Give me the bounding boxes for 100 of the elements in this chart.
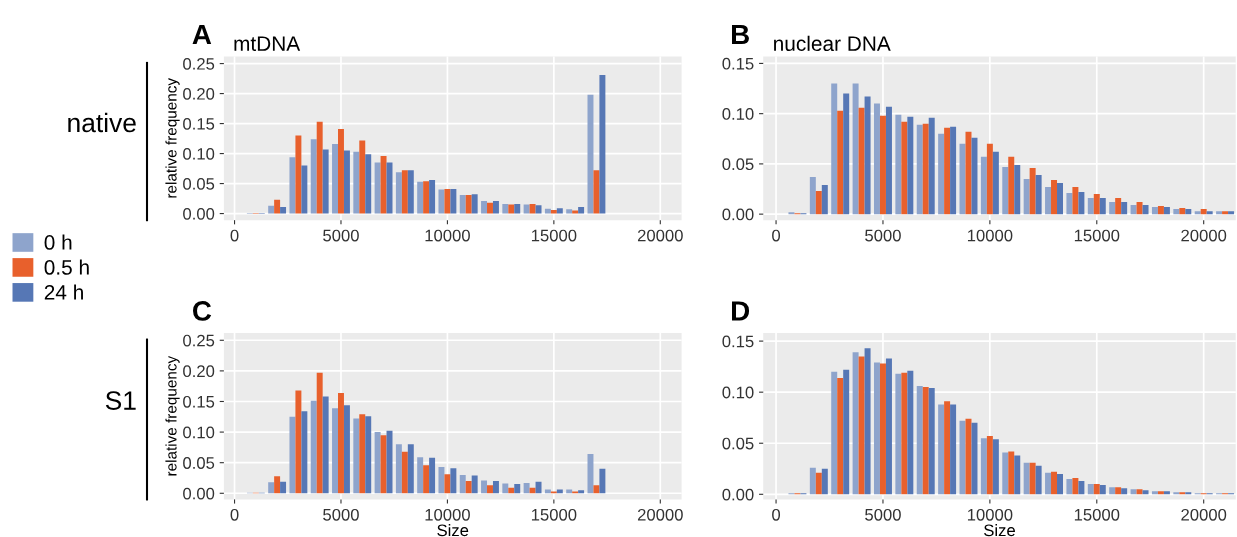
bar <box>1173 209 1180 215</box>
x-tick-label: 5000 <box>865 508 901 521</box>
bar <box>1130 205 1137 215</box>
bar <box>295 390 302 494</box>
bar <box>365 154 372 214</box>
bar <box>950 404 957 495</box>
bar <box>1200 209 1207 215</box>
bar <box>1115 487 1122 495</box>
bar <box>885 106 892 215</box>
bar <box>280 481 287 494</box>
bar <box>529 487 536 494</box>
x-tick-label: 15000 <box>1074 508 1120 521</box>
bar <box>1057 182 1063 215</box>
text: B <box>732 24 749 45</box>
bar <box>502 483 509 494</box>
bar <box>879 115 886 215</box>
bar <box>1035 465 1042 495</box>
bar <box>907 116 914 215</box>
bar <box>1151 491 1158 495</box>
bar <box>578 206 585 214</box>
bar <box>514 203 521 214</box>
bar <box>809 176 816 215</box>
bar <box>916 124 923 215</box>
y-tick-label: 0.05 <box>722 158 754 171</box>
bar <box>1222 211 1229 215</box>
bar <box>572 210 579 214</box>
bar <box>1179 492 1186 495</box>
bar <box>316 121 323 214</box>
bar <box>322 396 329 494</box>
bar <box>1099 198 1106 215</box>
bar <box>407 170 414 214</box>
bar <box>858 107 865 215</box>
bar <box>523 482 530 494</box>
bar <box>1008 156 1015 215</box>
bar <box>837 377 844 495</box>
x-tick-label: 0 <box>772 229 781 242</box>
bar <box>1206 211 1213 215</box>
bar <box>1121 488 1128 495</box>
bar <box>1173 492 1180 495</box>
bar <box>1002 452 1009 495</box>
x-tick-label: 5000 <box>323 229 359 242</box>
bar <box>459 474 466 494</box>
y-axis-title: relative frequency <box>165 78 180 198</box>
bar <box>895 373 902 495</box>
bar <box>1093 484 1100 495</box>
x-axis-title: Size <box>437 523 469 537</box>
bar <box>523 204 530 214</box>
bar <box>928 117 935 215</box>
bar <box>465 481 472 494</box>
bar <box>353 418 360 494</box>
bar <box>852 83 859 215</box>
y-tick-label: 0.15 <box>183 117 215 130</box>
bar <box>1057 473 1063 495</box>
bar <box>1014 455 1021 495</box>
x-tick-label: 15000 <box>1074 229 1120 242</box>
bar <box>1023 178 1030 215</box>
bar <box>1014 164 1021 215</box>
bar <box>487 202 493 214</box>
bar <box>492 200 499 214</box>
bar <box>322 149 329 214</box>
bar <box>821 185 828 215</box>
bar <box>821 468 828 495</box>
bar <box>928 388 935 495</box>
x-tick-label: 20000 <box>1181 229 1227 242</box>
y-tick-label: 0.15 <box>722 57 754 70</box>
bar <box>1002 166 1009 215</box>
bar <box>837 110 844 215</box>
bar <box>380 155 387 214</box>
bar <box>1008 451 1015 495</box>
bar <box>444 188 451 214</box>
bar <box>1163 207 1170 215</box>
y-tick-label: 0.00 <box>183 207 215 220</box>
bar <box>1157 491 1164 495</box>
bar <box>268 482 275 494</box>
bar <box>895 114 902 215</box>
bar <box>514 484 521 494</box>
x-tick-label: 10000 <box>425 508 470 521</box>
bar <box>289 157 296 214</box>
bar <box>1029 167 1036 215</box>
x-tick-label: 10000 <box>967 229 1013 242</box>
bar <box>1142 205 1149 215</box>
bar <box>788 212 795 215</box>
bar <box>858 356 865 495</box>
bar <box>944 401 951 495</box>
bar <box>353 151 360 214</box>
y-tick-label: 0.15 <box>722 335 754 348</box>
bar <box>401 451 408 494</box>
bar <box>901 121 908 215</box>
x-tick-label: 0 <box>230 229 239 242</box>
y-tick-label: 0.15 <box>183 395 215 408</box>
bar <box>944 127 951 215</box>
bar <box>587 454 594 494</box>
x-axis-title: Size <box>984 523 1015 537</box>
bar <box>566 209 573 214</box>
x-tick-label: 5000 <box>865 229 901 242</box>
text: S1 <box>105 391 136 410</box>
x-tick-label: 20000 <box>1181 508 1227 521</box>
bar <box>487 485 493 494</box>
bar <box>359 414 366 494</box>
bar <box>1121 202 1128 215</box>
